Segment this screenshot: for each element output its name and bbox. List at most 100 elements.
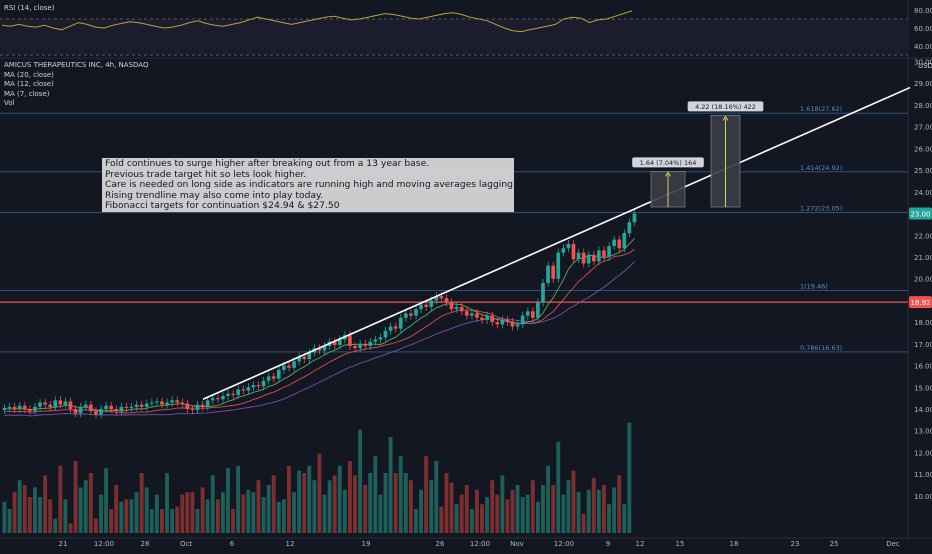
volume-bar [607, 504, 611, 533]
price-tick-label: 20.00 [914, 276, 932, 284]
volume-bar [88, 473, 93, 533]
candle-body [271, 376, 276, 379]
volume-bar [561, 494, 566, 533]
candle-body [424, 304, 428, 307]
candle-body [251, 385, 256, 388]
volume-bar [281, 499, 286, 533]
candle-body [622, 233, 627, 249]
volume-bar [139, 473, 144, 533]
candle-body [388, 326, 393, 331]
candle-body [215, 398, 220, 400]
candle-body [505, 319, 510, 323]
candle-body [627, 222, 632, 234]
price-tag-label: 23.00 [910, 211, 930, 219]
fib-level-label: 1(19.46) [800, 282, 828, 290]
volume-bar [353, 475, 357, 533]
candle-body [480, 317, 484, 320]
price-tick-label: 21.00 [914, 254, 932, 262]
candle-body [414, 309, 418, 316]
volume-bar [124, 499, 129, 533]
volume-bar [93, 518, 98, 533]
currency-label: USD [918, 62, 932, 70]
volume-bar [622, 504, 627, 533]
volume-bar [43, 475, 48, 533]
volume-bar [185, 492, 190, 533]
volume-bar [525, 494, 530, 533]
candle-body [276, 369, 281, 379]
volume-bar [530, 480, 535, 533]
volume-bar [586, 489, 591, 533]
candle-body [58, 400, 63, 405]
volume-bar [307, 465, 312, 533]
price-tick-label: 27.00 [914, 124, 932, 132]
volume-bar [256, 480, 261, 533]
volume-bar [373, 456, 378, 533]
volume-bar [154, 494, 159, 533]
volume-bar [510, 489, 515, 533]
measure-arrowhead [722, 115, 729, 121]
measure-label-bg [687, 101, 764, 112]
ma12-line [4, 248, 635, 414]
candle-body [43, 402, 47, 405]
volume-bar [215, 499, 220, 533]
volume-bar [73, 461, 78, 533]
symbol-header: AMICUS THERAPEUTICS INC, 4h, NASDAQ [4, 61, 149, 69]
price-tick-label: 10.00 [914, 493, 932, 501]
note-line-5: Fibonacci targets for continuation $24.9… [105, 200, 340, 212]
ma12-label: MA (12, close) [4, 80, 54, 88]
rsi-tick-label: 60.00 [914, 25, 932, 33]
analysis-note[interactable]: Fold continues to surge higher after bre… [102, 158, 550, 212]
candle-body [475, 313, 479, 318]
candle-body [114, 409, 119, 412]
candle-body [500, 319, 505, 325]
candle-body [525, 311, 530, 316]
candle-body [454, 306, 459, 310]
candle-body [170, 400, 174, 403]
time-tick-label: 18 [730, 540, 739, 548]
fib-level-label: 1.414(24.92) [800, 164, 842, 172]
volume-bar [591, 477, 596, 533]
volume-bar [520, 497, 525, 533]
volume-bar [444, 473, 449, 533]
candle-body [33, 406, 37, 412]
candle-body [495, 322, 500, 325]
volume-bar [317, 453, 322, 533]
volume-bar [398, 456, 403, 533]
candle-body [231, 393, 235, 395]
volume-bar [63, 499, 68, 533]
candle-body [607, 246, 611, 257]
candle-body [210, 398, 215, 401]
volume-bar [596, 489, 601, 533]
time-tick-label: 12 [636, 540, 645, 548]
volume-bar [261, 497, 266, 533]
volume-bar [83, 480, 88, 533]
candle-body [48, 404, 53, 407]
volume-bar [535, 501, 540, 533]
volume-bar [241, 494, 246, 533]
volume-bar [490, 480, 495, 533]
candle-body [63, 401, 68, 405]
volume-bar [480, 504, 484, 533]
candle-body [149, 402, 154, 404]
candle-body [287, 365, 291, 368]
volume-bar [7, 509, 12, 533]
time-tick-label: 26 [436, 540, 445, 548]
volume-bar [22, 485, 27, 533]
candle-body [632, 213, 637, 223]
volume-bar [297, 470, 302, 533]
volume-bar [220, 492, 225, 533]
volume-bar [48, 499, 53, 533]
candle-body [73, 409, 78, 414]
volume-bar [236, 465, 241, 533]
volume-bar [617, 475, 622, 533]
price-tick-label: 24.00 [914, 189, 932, 197]
volume-bar [363, 485, 368, 533]
fib-level-label: 1.272(23.05) [800, 204, 842, 212]
volume-bar [500, 475, 505, 533]
candle-body [530, 311, 535, 318]
volume-bar [556, 441, 561, 533]
candle-body [383, 330, 388, 338]
candle-body [353, 346, 357, 349]
